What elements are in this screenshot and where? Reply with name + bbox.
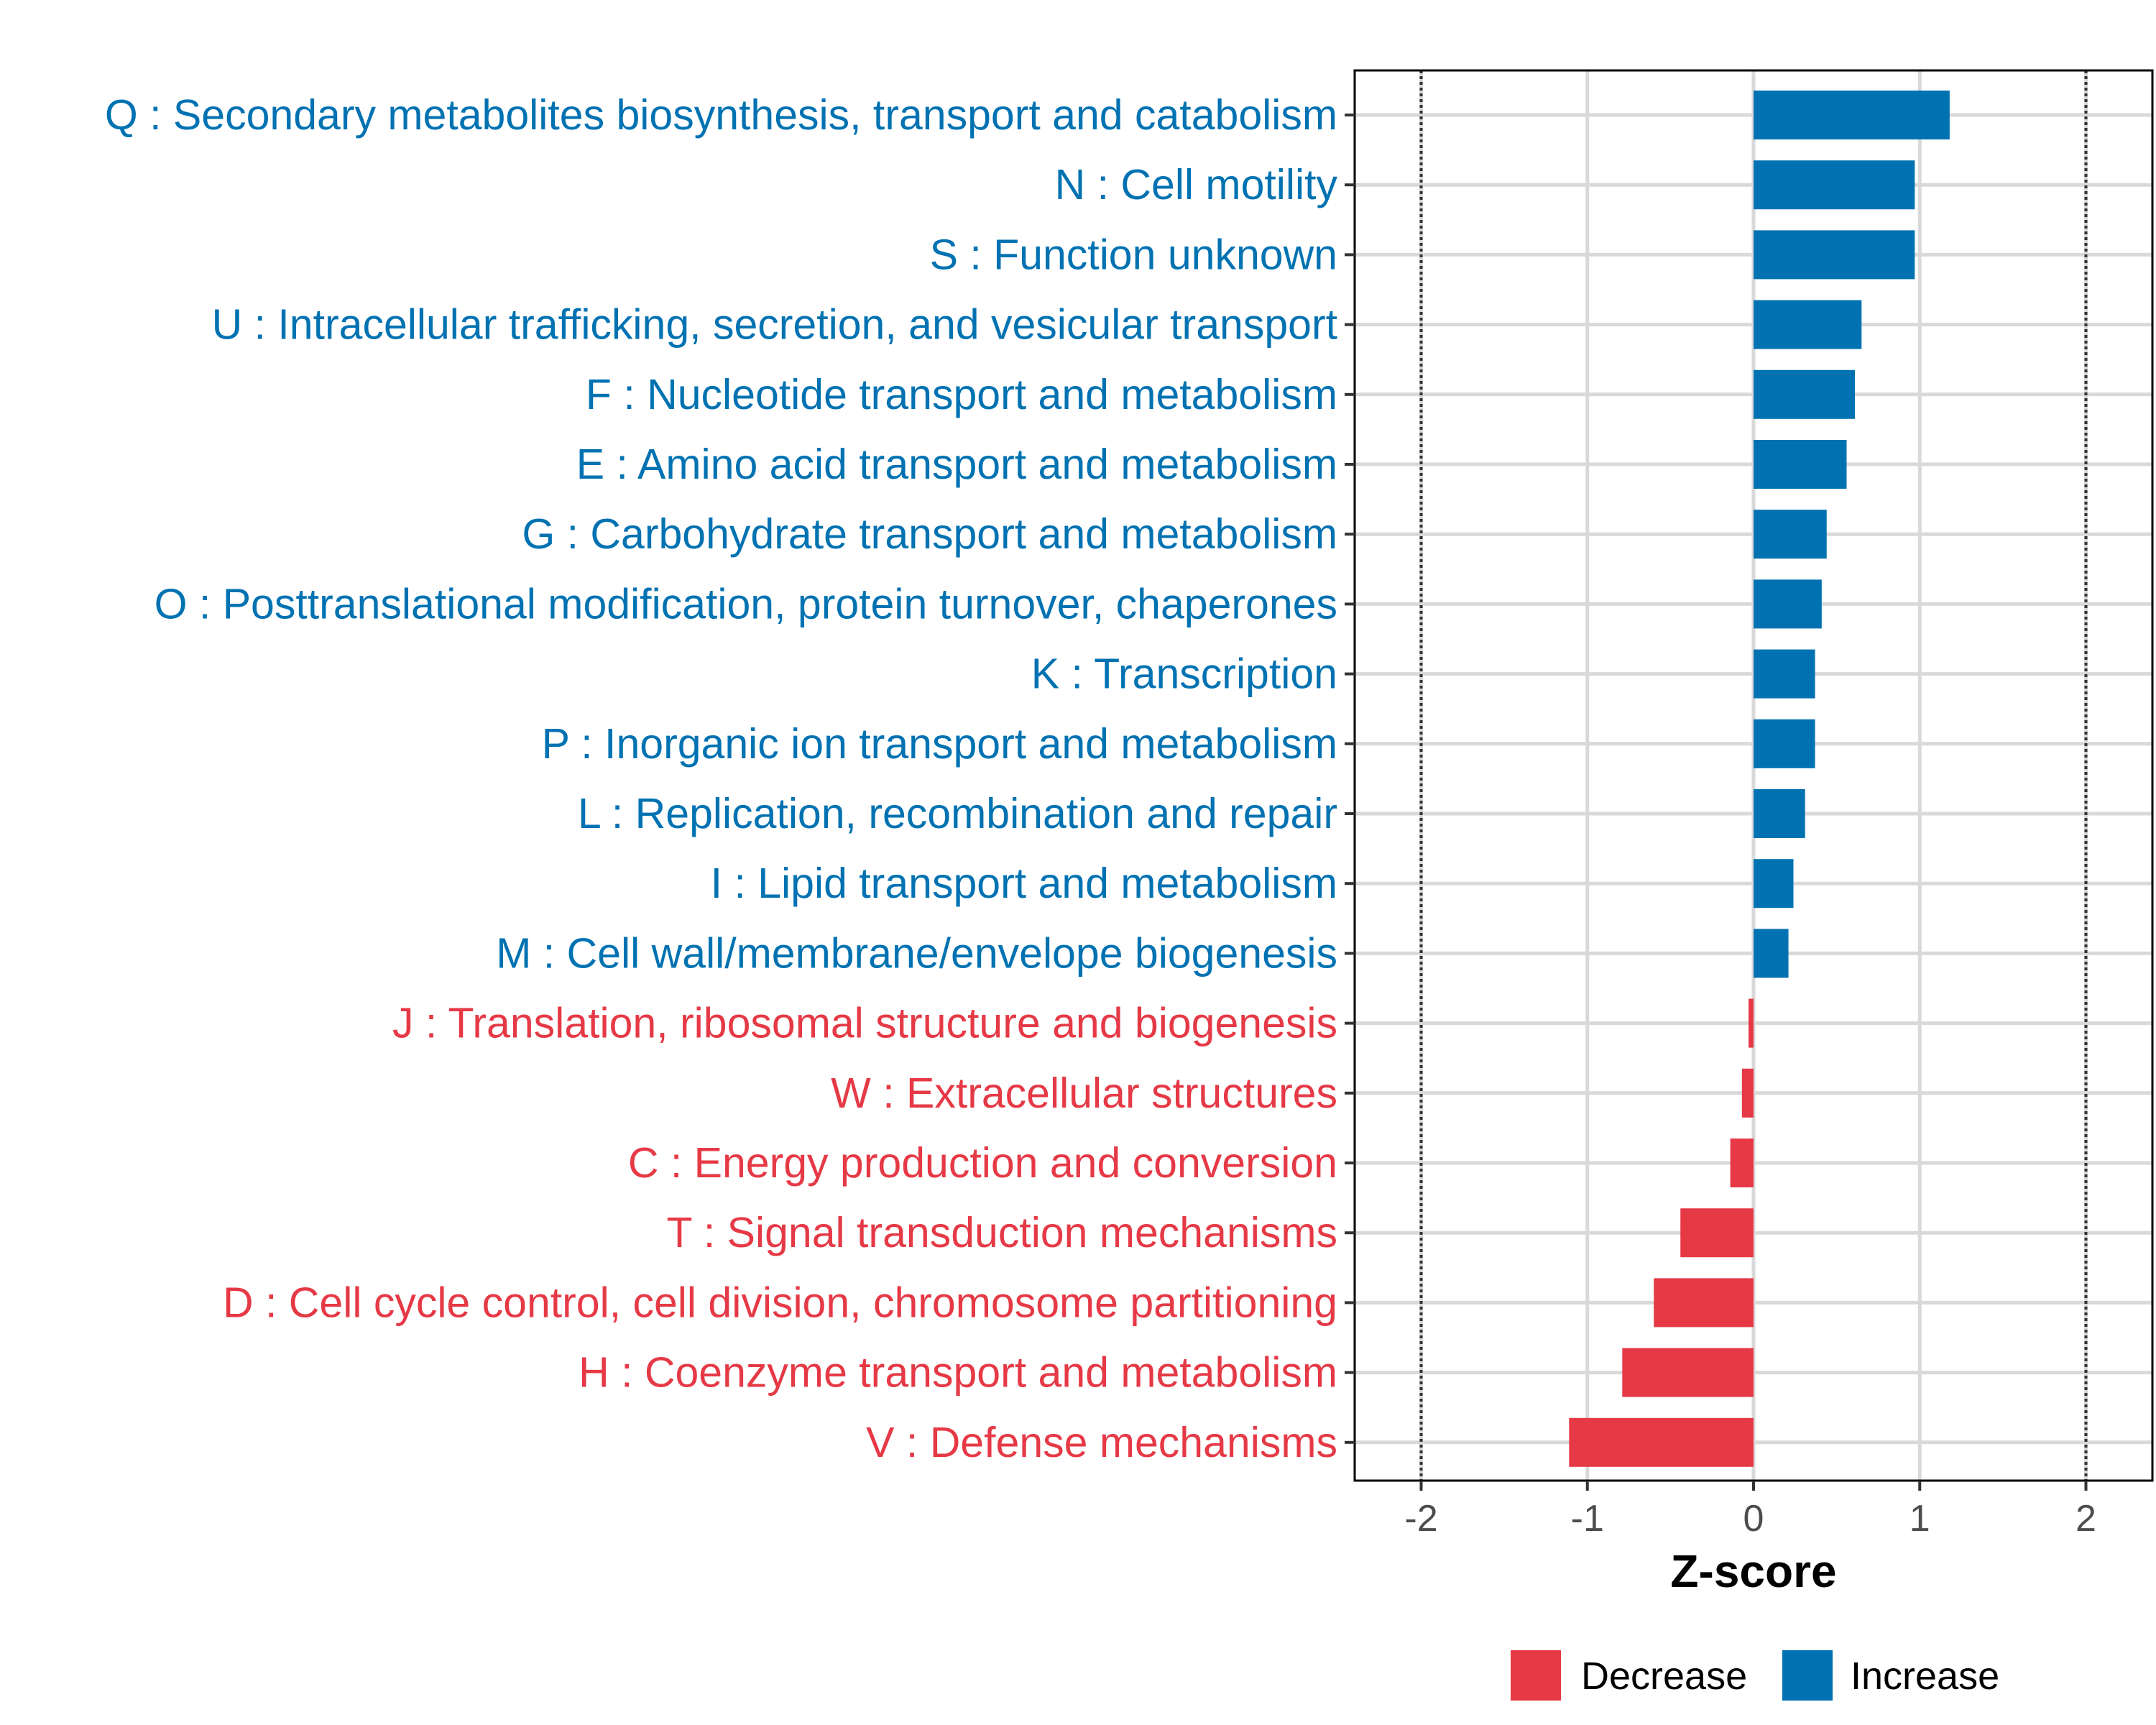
reference-line-layer: [1419, 70, 2088, 1481]
bar-j: [1749, 998, 1754, 1048]
category-label-s: S : Function unknown: [930, 231, 1337, 278]
bar-t: [1680, 1208, 1754, 1258]
category-label-o: O : Posttranslational modification, prot…: [155, 580, 1337, 627]
y-axis-ticks: [1345, 114, 1355, 1444]
legend: Decrease Increase: [1511, 1650, 1999, 1701]
category-label-q: Q : Secondary metabolites biosynthesis, …: [105, 91, 1337, 139]
bar-g: [1754, 510, 1827, 559]
x-tick-label-0: 0: [1743, 1498, 1764, 1540]
bar-u: [1754, 300, 1862, 349]
bar-d: [1654, 1278, 1754, 1328]
bar-w: [1741, 1068, 1754, 1118]
category-label-e: E : Amino acid transport and metabolism: [576, 441, 1337, 488]
category-label-i: I : Lipid transport and metabolism: [711, 860, 1337, 907]
x-tick-labels: -2 -1 0 1 2: [1404, 1498, 2096, 1540]
x-tick-label-1: 1: [1909, 1498, 1930, 1540]
bar-h: [1622, 1348, 1754, 1397]
category-label-g: G : Carbohydrate transport and metabolis…: [522, 510, 1337, 558]
category-label-k: K : Transcription: [1031, 650, 1337, 698]
category-label-u: U : Intracellular trafficking, secretion…: [212, 301, 1337, 349]
x-axis-title: Z-score: [1670, 1545, 1836, 1597]
bar-e: [1754, 440, 1847, 489]
grid-layer: [1355, 70, 2152, 1481]
bar-v: [1569, 1417, 1754, 1467]
bar-c: [1730, 1138, 1754, 1187]
legend-label-increase: Increase: [1851, 1655, 1999, 1698]
category-label-l: L : Replication, recombination and repai…: [578, 790, 1337, 837]
legend-swatch-decrease: [1511, 1650, 1561, 1701]
category-label-w: W : Extracellular structures: [831, 1070, 1337, 1117]
x-tick-label-2: 2: [2076, 1498, 2096, 1540]
category-label-j: J : Translation, ribosomal structure and…: [392, 1000, 1337, 1047]
bar-s: [1754, 230, 1915, 280]
legend-label-decrease: Decrease: [1581, 1655, 1747, 1698]
x-axis-ticks: [1419, 1481, 2088, 1491]
legend-swatch-increase: [1782, 1650, 1833, 1701]
bar-o: [1754, 579, 1822, 629]
category-label-c: C : Energy production and conversion: [628, 1139, 1337, 1187]
category-label-m: M : Cell wall/membrane/envelope biogenes…: [496, 929, 1337, 977]
x-tick-label--1: -1: [1571, 1498, 1604, 1540]
category-label-t: T : Signal transduction mechanisms: [666, 1209, 1337, 1256]
bar-k: [1754, 649, 1815, 699]
category-label-f: F : Nucleotide transport and metabolism: [586, 371, 1337, 418]
x-tick-label--2: -2: [1404, 1498, 1437, 1540]
bar-i: [1754, 859, 1794, 908]
category-label-v: V : Defense mechanisms: [866, 1419, 1337, 1466]
category-label-d: D : Cell cycle control, cell division, c…: [223, 1279, 1337, 1326]
bar-f: [1754, 369, 1856, 419]
bar-q: [1754, 91, 1950, 139]
bar-n: [1754, 160, 1915, 210]
category-label-h: H : Coenzyme transport and metabolism: [579, 1349, 1337, 1397]
bar-l: [1754, 789, 1805, 838]
bar-m: [1754, 929, 1789, 978]
category-labels: Q : Secondary metabolites biosynthesis, …: [105, 91, 1338, 1466]
bar-p: [1754, 719, 1815, 768]
category-label-p: P : Inorganic ion transport and metaboli…: [542, 720, 1337, 768]
bar-layer: [1569, 91, 1950, 1467]
category-label-n: N : Cell motility: [1055, 161, 1338, 208]
